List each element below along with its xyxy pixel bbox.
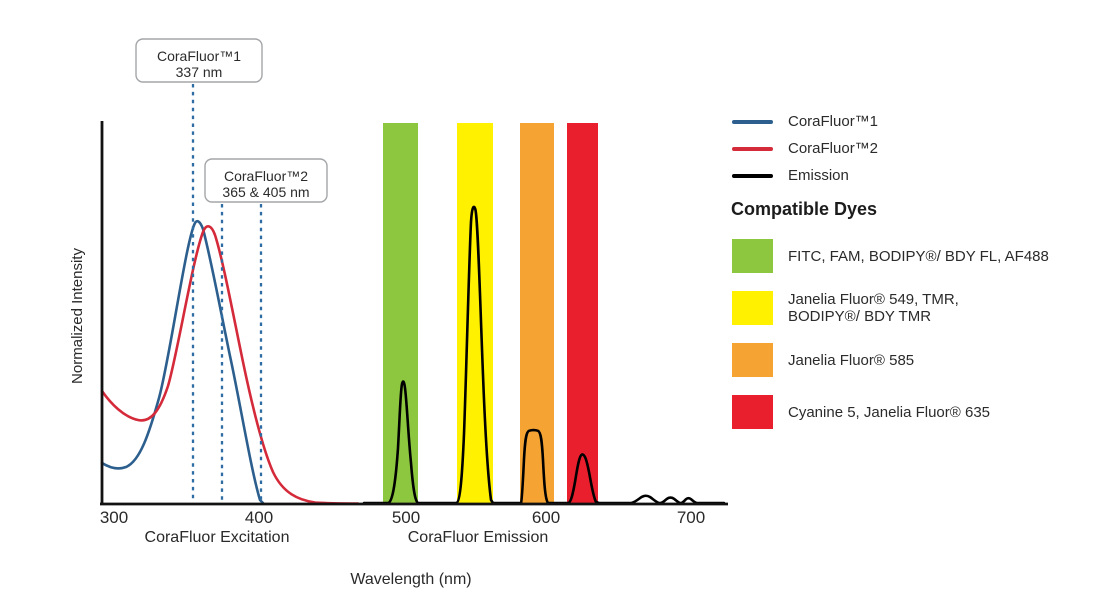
band-red-cy5 (567, 123, 598, 503)
legend-row-emission: Emission (732, 166, 878, 185)
x-tick-500: 500 (392, 508, 420, 527)
legend-row-corafluor1: CoraFluor™1 (732, 112, 878, 131)
x-tick-600: 600 (532, 508, 560, 527)
callout-corafluor1-box (135, 38, 263, 83)
callout-corafluor2-title: CoraFluor™2 (224, 168, 308, 184)
callout-corafluor1: CoraFluor™1 337 nm (135, 38, 263, 83)
dye-label-red: Cyanine 5, Janelia Fluor® 635 (788, 403, 991, 421)
dye-row-yellow: Janelia Fluor® 549, TMR, BODIPY®/ BDY TM… (732, 291, 1049, 325)
callout-corafluor2: CoraFluor™2 365 & 405 nm (204, 158, 328, 203)
emission-curve (362, 205, 726, 505)
dye-row-red: Cyanine 5, Janelia Fluor® 635 (732, 395, 1049, 429)
corafluor1-excitation-curve (100, 219, 265, 505)
red-dye-swatch (732, 395, 773, 429)
line-legend: CoraFluor™1 CoraFluor™2 Emission (732, 112, 878, 193)
corafluor1-line-swatch (732, 119, 773, 124)
legend-label-corafluor2: CoraFluor™2 (788, 140, 879, 157)
legend-label-emission: Emission (788, 167, 849, 184)
x-tick-700: 700 (677, 508, 705, 527)
orange-dye-swatch (732, 343, 773, 377)
x-tick-400: 400 (245, 508, 273, 527)
excitation-section-label: CoraFluor Excitation (145, 529, 290, 546)
x-axis-title: Wavelength (nm) (350, 571, 471, 588)
compatible-dyes-title: Compatible Dyes (731, 199, 878, 219)
corafluor2-line-swatch (732, 146, 773, 151)
spectra-plot: CoraFluor™1 337 nm CoraFluor™2 365 & 405… (69, 38, 728, 588)
callout-corafluor1-value: 337 nm (176, 64, 223, 80)
dye-label-yellow: Janelia Fluor® 549, TMR, BODIPY®/ BDY TM… (788, 291, 959, 325)
yellow-dye-swatch (732, 291, 773, 325)
green-dye-swatch (732, 239, 773, 273)
x-tick-300: 300 (100, 508, 128, 527)
dye-label-orange: Janelia Fluor® 585 (788, 351, 915, 369)
callout-corafluor1-title: CoraFluor™1 (157, 48, 241, 64)
legend-label-corafluor1: CoraFluor™1 (788, 113, 879, 130)
callout-corafluor2-box (204, 158, 328, 203)
emission-line-swatch (732, 173, 773, 178)
legend-row-corafluor2: CoraFluor™2 (732, 139, 878, 158)
band-green-fitc (383, 123, 418, 503)
y-axis-title: Normalized Intensity (69, 248, 86, 384)
emission-section-label: CoraFluor Emission (408, 529, 548, 546)
dye-label-green: FITC, FAM, BODIPY®/ BDY FL, AF488 (788, 247, 1049, 265)
corafluor2-excitation-curve (100, 225, 360, 505)
dye-row-green: FITC, FAM, BODIPY®/ BDY FL, AF488 (732, 239, 1049, 273)
dye-row-orange: Janelia Fluor® 585 (732, 343, 1049, 377)
callout-corafluor2-value: 365 & 405 nm (222, 184, 309, 200)
compatible-dyes-list: FITC, FAM, BODIPY®/ BDY FL, AF488 Janeli… (732, 239, 1049, 447)
